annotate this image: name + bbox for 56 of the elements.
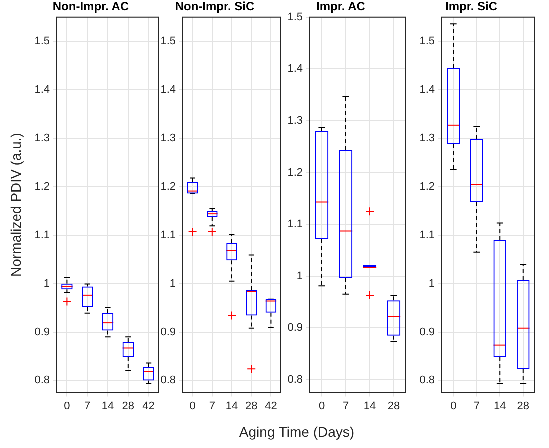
y-tick-label: 1.2 (160, 180, 176, 193)
y-tick-label: 0.9 (34, 326, 50, 338)
y-tick-label: 1.3 (288, 114, 303, 127)
x-tick-label: 14 (364, 400, 376, 412)
x-tick-label: 7 (342, 400, 350, 412)
y-tick-label: 1.3 (420, 132, 435, 145)
x-tick-label: 0 (318, 400, 326, 412)
x-tick-label: 7 (84, 400, 91, 412)
y-tick-label: 1 (428, 278, 435, 290)
x-tick-label: 28 (122, 400, 135, 412)
y-tick-label: 1.1 (34, 229, 50, 242)
y-tick-label: 1.4 (288, 63, 303, 76)
y-tick-label: 1.5 (160, 36, 176, 48)
x-tick-label: 14 (226, 400, 238, 412)
y-tick-label: 0.9 (160, 326, 176, 338)
y-tick-label: 0.8 (420, 374, 435, 387)
y-tick-label: 1.1 (160, 229, 176, 242)
y-tick-label: 1.1 (420, 229, 435, 242)
y-tick-label: 1.2 (420, 180, 435, 193)
y-tick-label: 0.8 (160, 374, 176, 387)
chart-title: Non-Impr. SiC (175, 0, 255, 14)
x-tick-label: 28 (388, 400, 400, 412)
y-tick-label: 0.8 (288, 374, 303, 386)
y-tick-label: 0.8 (34, 374, 50, 387)
x-tick-label: 0 (64, 400, 70, 412)
x-tick-label: 7 (209, 400, 216, 412)
x-tick-label: 14 (102, 400, 114, 412)
y-tick-label: 1.4 (160, 84, 176, 96)
x-tick-label: 0 (190, 400, 196, 412)
y-tick-label: 0.9 (288, 322, 303, 334)
chart-title: Impr. AC (316, 0, 366, 14)
x-tick-label: 28 (517, 400, 530, 412)
x-axis-title: Aging Time (Days) (239, 424, 355, 440)
y-tick-label: 1 (170, 278, 176, 290)
y-tick-label: 1.2 (34, 180, 50, 193)
y-tick-label: 0.9 (420, 326, 435, 338)
chart-title: Non-Impr. AC (52, 0, 130, 14)
y-tick-label: 1 (44, 278, 50, 290)
x-tick-label: 14 (494, 400, 506, 412)
y-tick-label: 1.5 (34, 36, 50, 48)
x-tick-label: 7 (474, 400, 480, 412)
x-tick-label: 42 (265, 400, 278, 412)
y-tick-label: 1.4 (34, 84, 50, 96)
chart-title: Impr. SiC (445, 0, 498, 14)
y-axis-title: Normalized PDIV (a.u.) (8, 133, 24, 277)
y-tick-label: 1.4 (420, 84, 435, 96)
x-tick-label: 28 (245, 400, 258, 412)
x-tick-label: 42 (142, 400, 155, 412)
y-tick-label: 1.5 (420, 36, 435, 48)
y-tick-label: 1 (296, 270, 303, 282)
y-tick-label: 1.3 (160, 132, 176, 145)
y-tick-label: 1.5 (288, 11, 303, 24)
x-tick-label: 0 (450, 400, 457, 412)
y-tick-label: 1.3 (34, 132, 50, 145)
y-tick-label: 1.1 (288, 218, 303, 231)
y-tick-label: 1.2 (288, 166, 303, 179)
